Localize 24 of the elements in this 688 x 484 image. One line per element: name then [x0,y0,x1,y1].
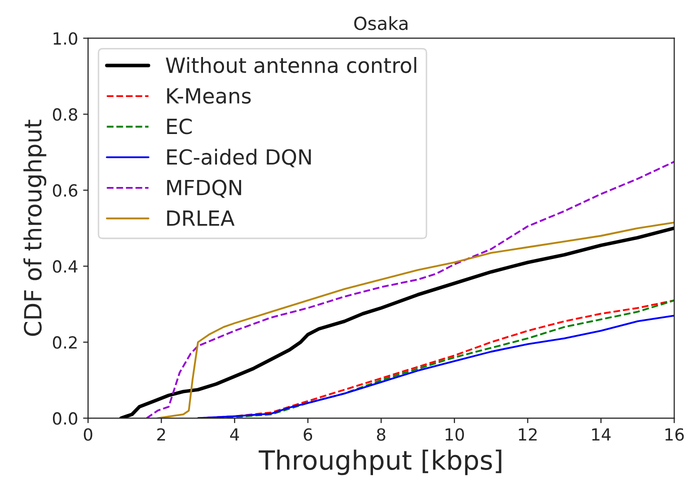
x-tick-label: 12 [518,428,537,441]
y-tick-label: 1.0 [54,32,78,45]
legend-label: DRLEA [167,210,235,226]
x-tick-label: 10 [446,428,464,441]
y-tick-label: 0.6 [52,184,78,197]
x-tick-label: 4 [230,428,239,441]
x-tick-label: 6 [304,428,312,441]
x-tick-label: 16 [665,428,684,441]
x-axis-title: Throughput [kbps] [258,450,502,476]
legend-label: K-Means [167,88,251,104]
y-tick-label: 0.8 [52,108,78,121]
y-tick-label: 0.0 [52,412,78,425]
x-tick-label: 14 [592,428,611,441]
legend-label: EC-aided DQN [167,148,311,168]
legend-label: Without antenna control [166,56,416,74]
y-axis-title: CDF of throughput [23,120,46,336]
y-tick-label: 0.4 [52,260,78,273]
legend-label: EC [167,118,192,134]
x-tick-label: 2 [157,428,165,441]
x-tick-label: 0 [84,428,92,441]
y-tick-label: 0.2 [52,336,77,349]
chart-title: Osaka [354,16,408,30]
legend-label: MFDQN [167,180,242,198]
x-tick-label: 8 [376,428,386,441]
